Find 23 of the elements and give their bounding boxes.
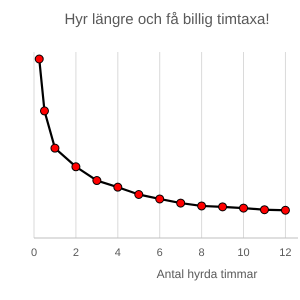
point <box>34 54 44 64</box>
x-tick-label: 10 <box>237 247 250 259</box>
point <box>260 205 269 214</box>
x-tick-label: 6 <box>156 247 163 259</box>
x-tick-label: 8 <box>198 247 205 259</box>
point <box>218 202 228 212</box>
point <box>92 176 102 186</box>
x-axis-title: Antal hyrda timmar <box>156 267 258 281</box>
point <box>197 201 206 210</box>
point <box>280 206 290 215</box>
x-tick-label: 2 <box>72 247 79 259</box>
point <box>71 162 80 172</box>
point <box>40 106 49 116</box>
point <box>239 204 248 213</box>
x-tick-label: 12 <box>279 247 292 259</box>
point <box>134 190 144 200</box>
point <box>113 182 122 192</box>
point <box>176 198 186 208</box>
x-tick-label: 4 <box>114 247 121 259</box>
point <box>155 194 164 204</box>
chart-title: Hyr längre och få billig timtaxa! <box>64 11 270 28</box>
point <box>50 144 60 153</box>
x-tick-label: 0 <box>30 247 38 259</box>
